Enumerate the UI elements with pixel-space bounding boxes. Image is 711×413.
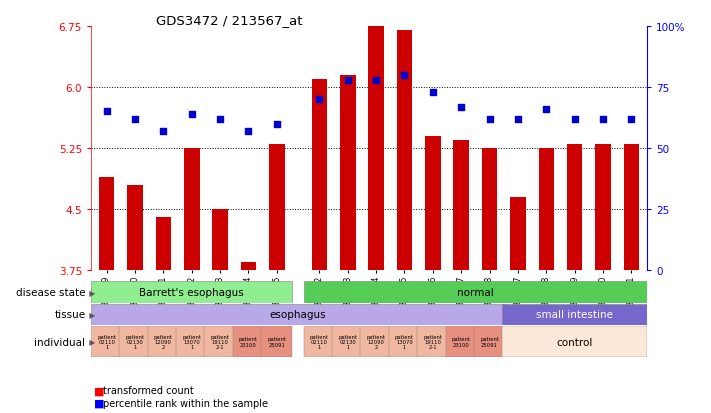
Bar [311,80,327,271]
Text: patient
25091: patient 25091 [267,337,287,347]
Point [370,77,382,84]
Point [427,89,439,96]
Text: patient
25091: patient 25091 [480,337,499,347]
Bar [340,76,356,271]
Text: individual: individual [34,337,85,347]
Bar [538,149,554,271]
Text: transformed count: transformed count [103,385,194,395]
Bar [503,304,647,325]
Point [186,111,198,118]
Point [484,116,496,123]
Point [626,116,637,123]
Text: patient
12090
2: patient 12090 2 [154,334,173,350]
Bar [213,210,228,271]
Bar [232,326,264,357]
Text: ▶: ▶ [87,288,95,297]
Text: patient
19110
2-1: patient 19110 2-1 [423,334,442,350]
Bar [510,197,525,271]
Bar [148,326,179,357]
Text: ▶: ▶ [87,310,95,319]
Text: Barrett's esophagus: Barrett's esophagus [139,287,244,297]
Text: ▶: ▶ [87,337,95,346]
Bar [127,185,143,271]
Point [158,128,169,135]
Bar [360,326,392,357]
Bar [332,326,363,357]
Bar [304,282,647,303]
Bar [624,145,639,271]
Point [129,116,141,123]
Bar [368,27,384,271]
Text: patient
23100: patient 23100 [451,337,471,347]
Text: patient
13070
1: patient 13070 1 [395,334,414,350]
Point [399,72,410,79]
Bar [446,326,477,357]
Bar [91,304,506,325]
Text: patient
02110
1: patient 02110 1 [97,334,116,350]
Text: small intestine: small intestine [536,310,613,320]
Bar [99,177,114,271]
Text: ■: ■ [94,398,105,408]
Point [569,116,580,123]
Text: patient
02110
1: patient 02110 1 [310,334,329,350]
Bar [482,149,498,271]
Bar [269,145,284,271]
Point [215,116,226,123]
Bar [397,31,412,271]
Point [242,128,254,135]
Bar [474,326,506,357]
Point [342,77,353,84]
Text: patient
19110
2-1: patient 19110 2-1 [210,334,230,350]
Text: ■: ■ [94,385,105,395]
Bar [389,326,420,357]
Bar [205,326,235,357]
Point [314,97,325,103]
Text: patient
02130
1: patient 02130 1 [125,334,144,350]
Bar [595,145,611,271]
Point [512,116,523,123]
Bar [425,137,441,271]
Bar [91,282,292,303]
Text: patient
23100: patient 23100 [239,337,258,347]
Bar [156,218,171,271]
Bar [454,140,469,271]
Text: percentile rank within the sample: percentile rank within the sample [103,398,268,408]
Point [456,104,467,111]
Bar [417,326,449,357]
Bar [503,326,647,357]
Point [271,121,282,128]
Bar [184,149,200,271]
Bar [304,326,335,357]
Text: control: control [557,337,593,347]
Bar [261,326,292,357]
Text: patient
13070
1: patient 13070 1 [182,334,201,350]
Text: patient
12090
2: patient 12090 2 [367,334,385,350]
Point [540,107,552,113]
Point [101,109,112,116]
Text: patient
02130
1: patient 02130 1 [338,334,357,350]
Text: normal: normal [457,287,493,297]
Text: tissue: tissue [54,310,85,320]
Bar [567,145,582,271]
Bar [91,326,122,357]
Text: GDS3472 / 213567_at: GDS3472 / 213567_at [156,14,303,27]
Bar [176,326,208,357]
Point [597,116,609,123]
Bar [119,326,151,357]
Text: disease state: disease state [16,287,85,297]
Text: esophagus: esophagus [269,310,326,320]
Bar [240,262,256,271]
